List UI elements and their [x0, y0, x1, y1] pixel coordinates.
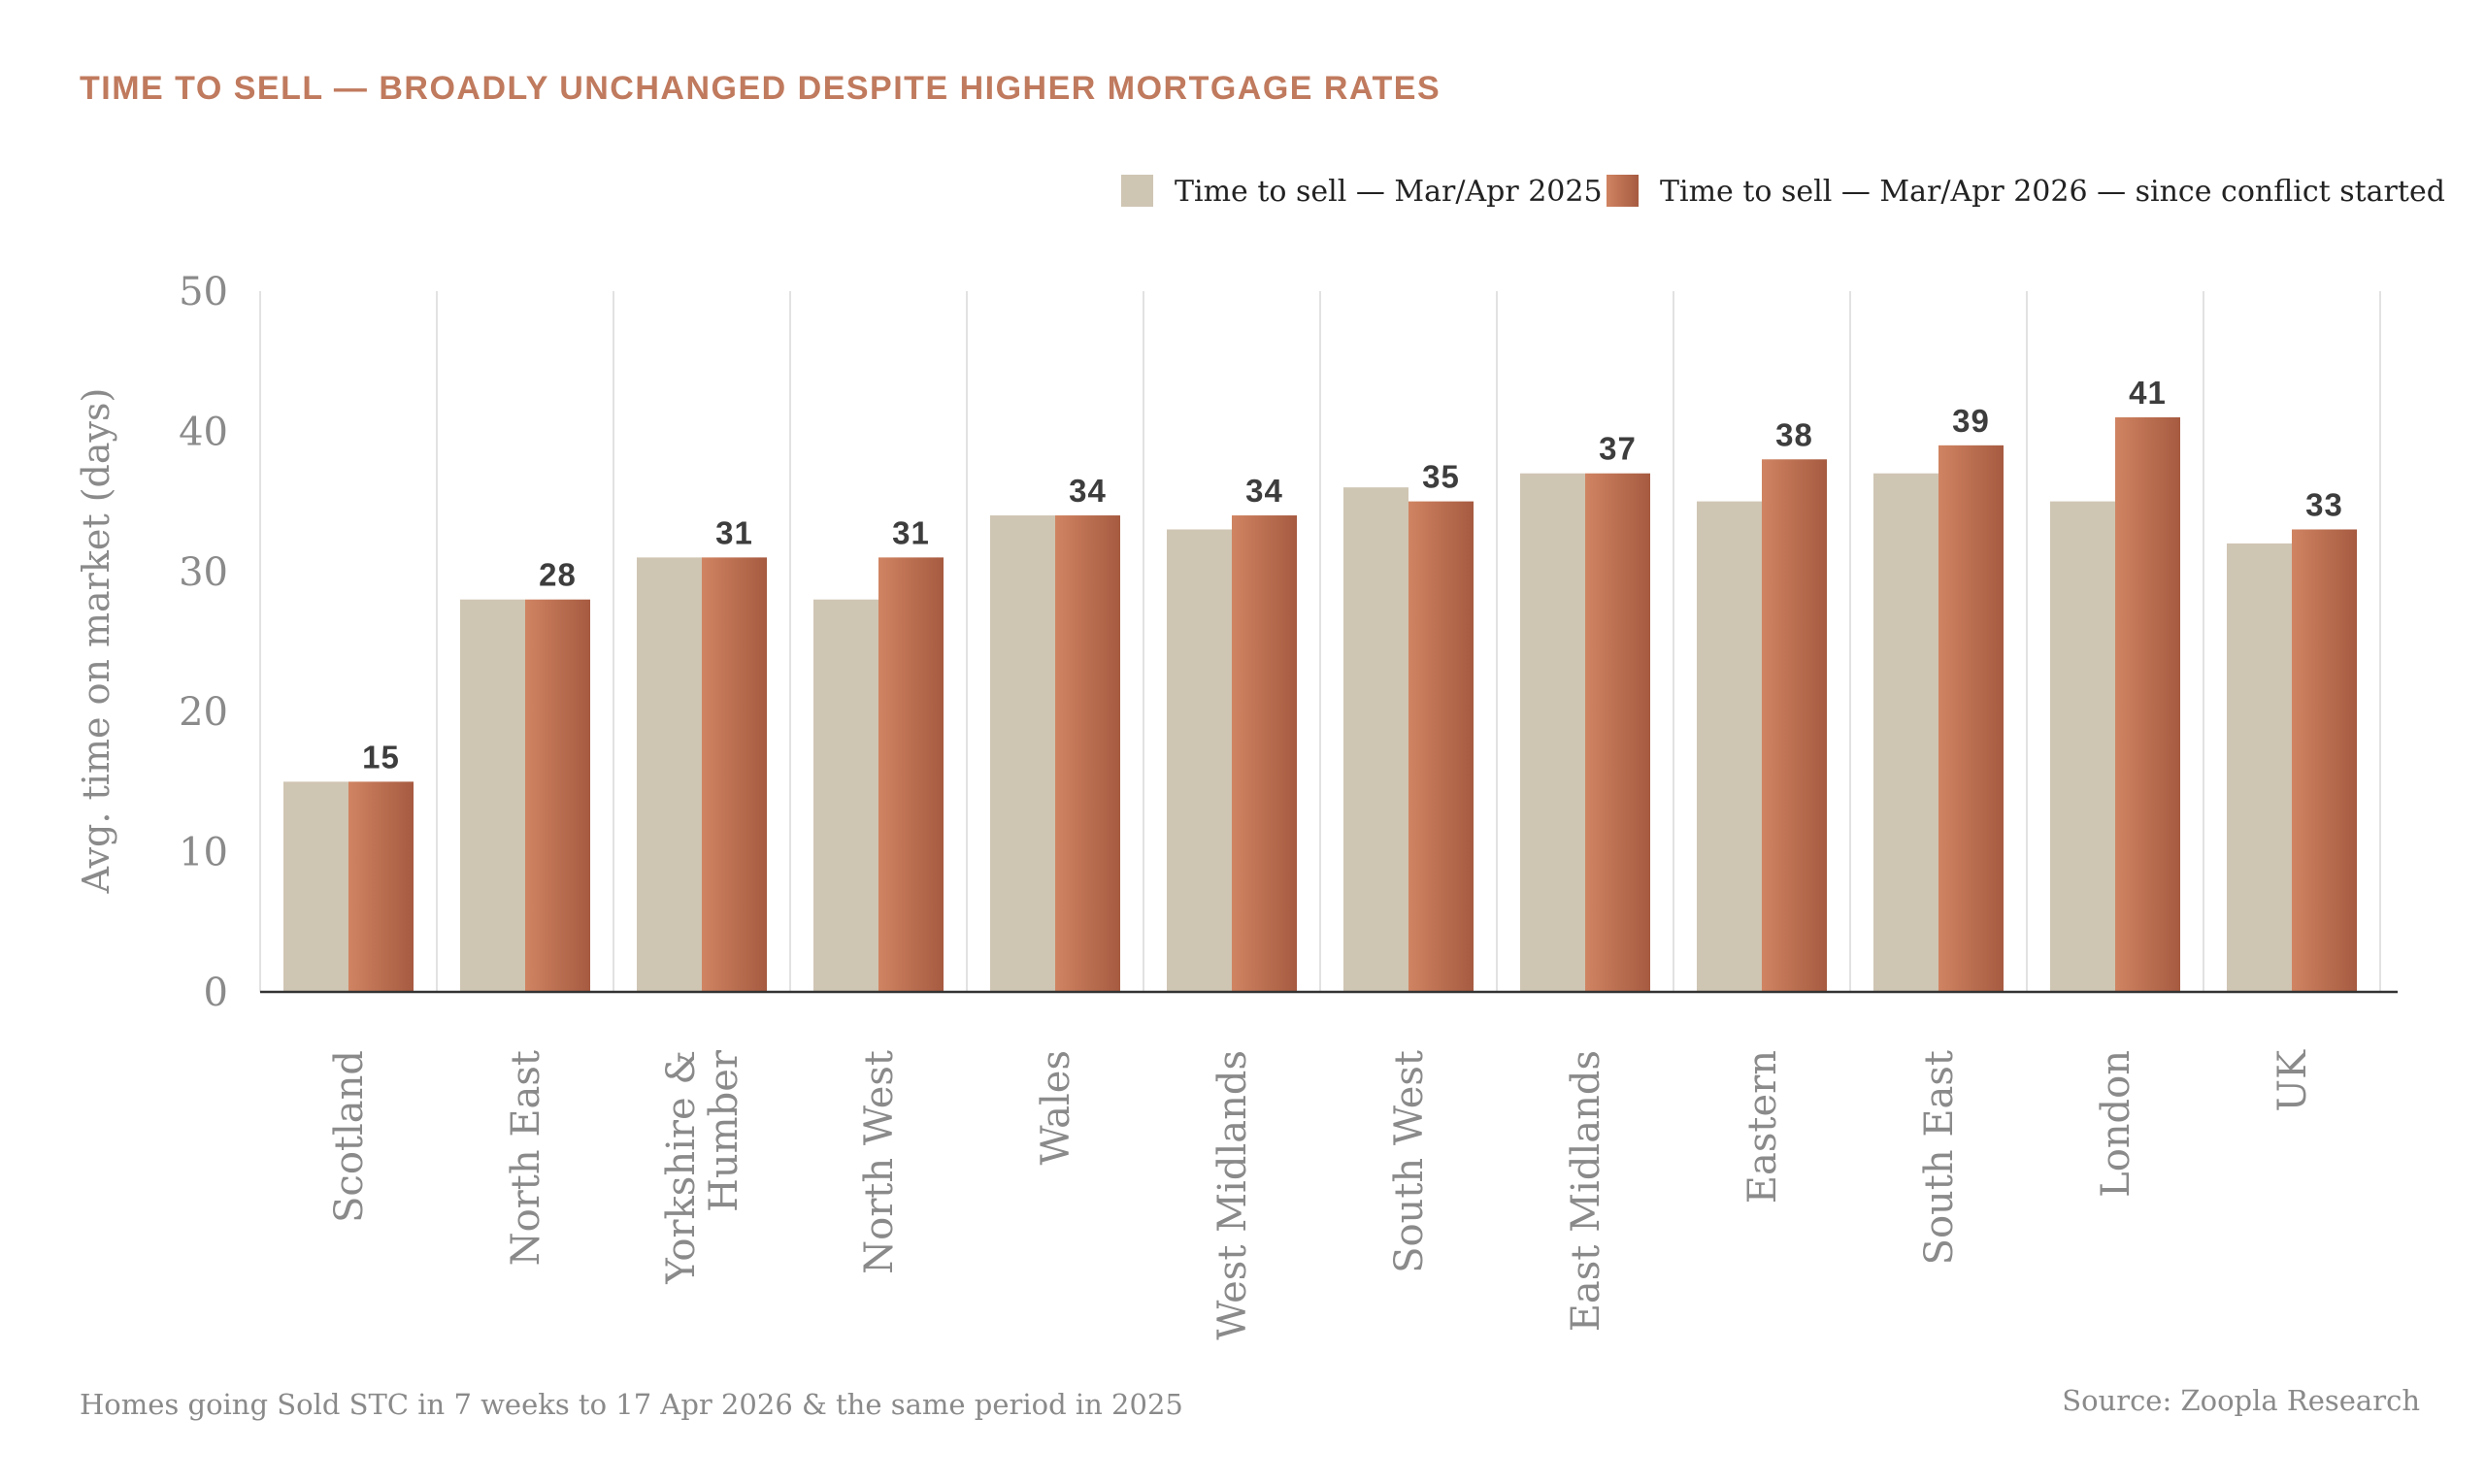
bar-2025	[637, 557, 702, 992]
bar-2025	[1697, 501, 1762, 992]
x-tick-label: South West	[1387, 1050, 1432, 1273]
y-axis-label: Avg. time on market (days)	[75, 388, 117, 895]
bar-2026	[2292, 529, 2357, 992]
x-tick-label-line: UK	[2270, 1049, 2315, 1112]
y-tick-label: 0	[204, 971, 228, 1015]
x-tick-label-line: London	[2094, 1050, 2138, 1198]
x-axis-ticks: Scotland North East Yorkshire &Humber North…	[327, 1049, 2315, 1340]
x-tick-label-line: Wales	[1034, 1050, 1078, 1165]
x-tick-label: Scotland	[327, 1050, 372, 1223]
bars	[283, 416, 2357, 993]
x-tick-label: East Midlands	[1564, 1050, 1608, 1332]
legend: Time to sell — Mar/Apr 2025 Time to sell…	[1121, 175, 2445, 209]
bar-2026	[1938, 445, 2004, 993]
bar-2025	[2050, 501, 2115, 992]
x-tick-label: West Midlands	[1210, 1050, 1255, 1340]
bar-2026	[1408, 501, 1474, 992]
x-tick-label: Wales	[1034, 1050, 1078, 1165]
legend-label-2025: Time to sell — Mar/Apr 2025	[1175, 175, 1603, 209]
bar-2026	[525, 599, 590, 992]
legend-label-2026: Time to sell — Mar/Apr 2026 — since conf…	[1660, 175, 2445, 209]
y-tick-label: 30	[179, 550, 228, 595]
bar-2025	[990, 515, 1055, 992]
bar-2026	[348, 781, 414, 992]
data-label: 41	[2129, 375, 2167, 411]
bar-2025	[813, 599, 878, 992]
bar-2025	[2227, 543, 2292, 992]
bar-2025	[1343, 487, 1408, 992]
y-tick-label: 40	[179, 410, 228, 454]
bar-2026	[1055, 515, 1120, 992]
data-label: 35	[1422, 459, 1460, 495]
data-label: 39	[1952, 403, 1990, 439]
legend-swatch-2025	[1121, 175, 1153, 207]
data-label: 38	[1775, 416, 1813, 452]
x-tick-label-line: South West	[1387, 1050, 1432, 1273]
y-tick-label: 20	[179, 690, 228, 735]
y-tick-label: 10	[179, 831, 228, 875]
data-label: 37	[1599, 431, 1637, 467]
x-tick-label-line: West Midlands	[1210, 1050, 1255, 1340]
data-label: 31	[892, 514, 930, 550]
x-tick-label: North East	[504, 1050, 548, 1266]
bar-2026	[1585, 473, 1650, 993]
x-tick-label: London	[2094, 1050, 2138, 1198]
x-tick-label: UK	[2270, 1049, 2315, 1112]
x-tick-label-line: South East	[1917, 1050, 1962, 1265]
x-tick-label-line: North West	[857, 1050, 902, 1274]
bar-2026	[1762, 459, 1827, 992]
footer-note: Homes going Sold STC in 7 weeks to 17 Ap…	[80, 1388, 1183, 1421]
x-tick-label-line: North East	[504, 1050, 548, 1266]
x-tick-label-line: Yorkshire &	[659, 1050, 704, 1285]
y-tick-label: 50	[179, 270, 228, 314]
data-label: 28	[539, 557, 577, 593]
gridlines	[259, 291, 2381, 992]
x-tick-label: Yorkshire &Humber	[659, 1049, 746, 1284]
y-axis-ticks: 0 10 20 30 40 50	[179, 270, 228, 1015]
bar-2026	[2115, 416, 2180, 993]
bar-2025	[283, 781, 348, 992]
chart-title: TIME TO SELL — BROADLY UNCHANGED DESPITE…	[80, 70, 1441, 107]
x-tick-label: North West	[857, 1050, 902, 1274]
data-label: 15	[362, 739, 400, 775]
data-label: 31	[715, 514, 753, 550]
x-tick-label: Eastern	[1740, 1050, 1785, 1204]
data-label: 34	[1245, 473, 1283, 509]
data-label: 33	[2305, 486, 2343, 522]
bar-2025	[1520, 473, 1585, 993]
bar-2025	[460, 599, 525, 992]
x-tick-label-line: Humber	[702, 1049, 746, 1212]
bar-2026	[1232, 515, 1297, 992]
bar-2026	[878, 557, 944, 992]
x-tick-label-line: East Midlands	[1564, 1050, 1608, 1332]
x-tick-label-line: Scotland	[327, 1050, 372, 1223]
bar-2026	[702, 557, 767, 992]
data-label: 34	[1069, 473, 1107, 509]
bar-2025	[1167, 529, 1232, 992]
bar-2025	[1873, 473, 1938, 993]
source-note: Source: Zoopla Research	[2062, 1384, 2420, 1417]
data-labels: 15 28 31 31 34 34 35 37 38 39 41 33	[362, 375, 2343, 775]
legend-swatch-2026	[1607, 175, 1639, 207]
x-tick-label-line: Eastern	[1740, 1050, 1785, 1204]
x-tick-label: South East	[1917, 1050, 1962, 1265]
